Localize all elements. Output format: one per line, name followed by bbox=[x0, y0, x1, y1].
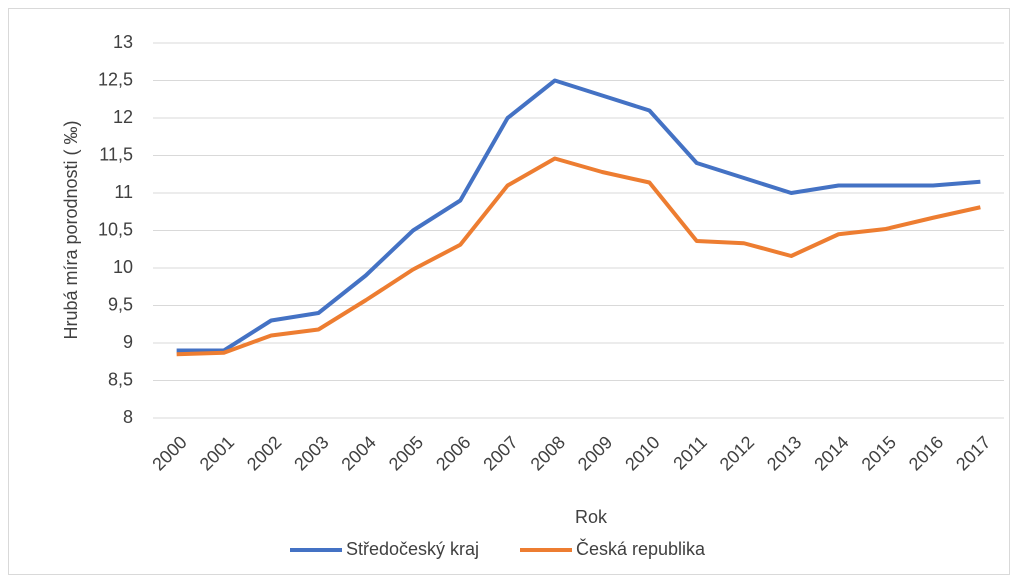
y-tick-label: 8,5 bbox=[108, 369, 133, 389]
y-tick-label: 13 bbox=[113, 32, 133, 52]
y-tick-label: 12,5 bbox=[98, 69, 133, 89]
line-series bbox=[176, 78, 981, 353]
y-tick-label: 11,5 bbox=[99, 144, 133, 164]
legend-label: Česká republika bbox=[576, 538, 706, 559]
y-tick-label: 9 bbox=[123, 332, 133, 352]
y-tick-label: 10,5 bbox=[98, 219, 133, 239]
y-tick-label: 11 bbox=[114, 182, 133, 202]
y-tick-label: 9,5 bbox=[108, 294, 133, 314]
y-axis-label: Hrubá míra porodnosti ( ‰) bbox=[61, 120, 81, 339]
y-tick-label: 12 bbox=[113, 107, 133, 127]
y-tick-label: 8 bbox=[123, 407, 133, 427]
chart-border bbox=[8, 8, 1010, 575]
x-axis-label: Rok bbox=[575, 507, 608, 527]
y-tick-label: 10 bbox=[113, 257, 133, 277]
line-series bbox=[176, 156, 981, 357]
legend-label: Středočeský kraj bbox=[346, 539, 479, 559]
